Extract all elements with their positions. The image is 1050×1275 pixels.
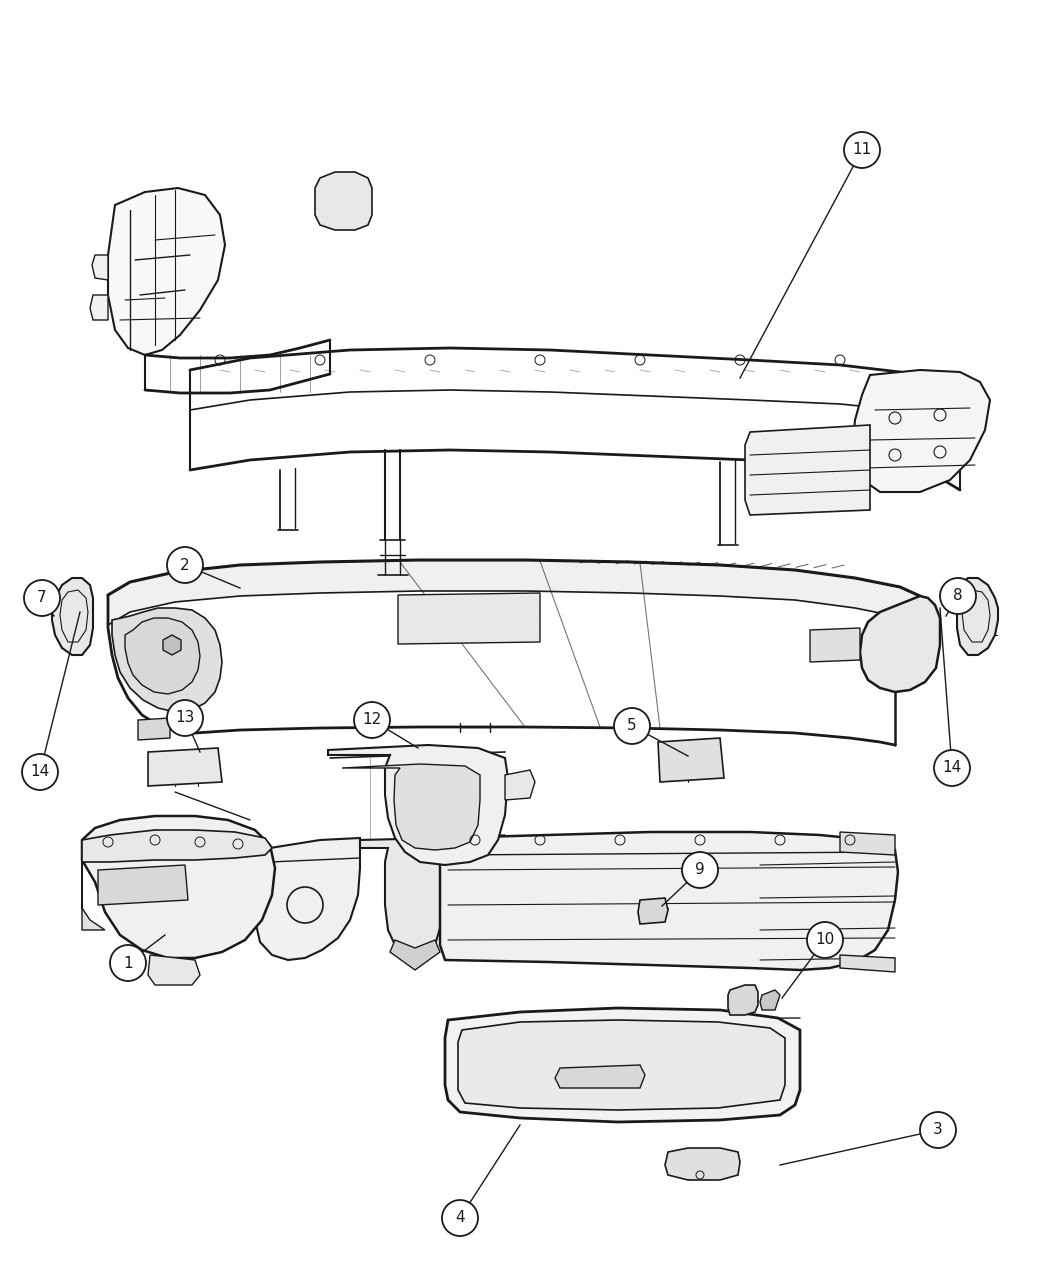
Polygon shape — [505, 770, 536, 799]
Polygon shape — [163, 635, 181, 655]
Polygon shape — [840, 955, 895, 972]
Polygon shape — [125, 618, 200, 694]
Text: 14: 14 — [30, 765, 49, 779]
Polygon shape — [138, 718, 170, 740]
Text: 9: 9 — [695, 862, 705, 877]
Circle shape — [614, 708, 650, 745]
Polygon shape — [255, 838, 360, 960]
Polygon shape — [90, 295, 108, 320]
Circle shape — [807, 922, 843, 958]
Circle shape — [354, 703, 390, 738]
Text: 8: 8 — [953, 589, 963, 603]
Circle shape — [167, 700, 203, 736]
Polygon shape — [458, 1020, 785, 1111]
Polygon shape — [82, 830, 272, 862]
Circle shape — [110, 945, 146, 980]
Circle shape — [22, 754, 58, 790]
Circle shape — [167, 547, 203, 583]
Text: 2: 2 — [181, 557, 190, 572]
Polygon shape — [810, 629, 860, 662]
Text: 12: 12 — [362, 713, 381, 728]
Circle shape — [940, 578, 976, 615]
Polygon shape — [360, 838, 445, 955]
Polygon shape — [328, 745, 508, 864]
Circle shape — [24, 580, 60, 616]
Polygon shape — [98, 864, 188, 905]
Polygon shape — [852, 370, 990, 492]
Polygon shape — [342, 764, 480, 850]
Polygon shape — [82, 816, 275, 958]
Polygon shape — [746, 425, 870, 515]
Polygon shape — [665, 1148, 740, 1179]
Polygon shape — [840, 833, 895, 856]
Polygon shape — [390, 940, 440, 970]
Circle shape — [844, 133, 880, 168]
Polygon shape — [445, 1009, 800, 1122]
Polygon shape — [658, 738, 724, 782]
Text: 4: 4 — [456, 1210, 465, 1225]
Polygon shape — [728, 986, 758, 1015]
Polygon shape — [92, 255, 108, 280]
Polygon shape — [760, 989, 780, 1010]
Circle shape — [920, 1112, 956, 1148]
Text: 10: 10 — [816, 932, 835, 947]
Polygon shape — [148, 748, 222, 785]
Text: 14: 14 — [943, 760, 962, 775]
Text: 13: 13 — [175, 710, 194, 725]
Text: 5: 5 — [627, 719, 636, 733]
Text: 1: 1 — [123, 955, 132, 970]
Polygon shape — [638, 898, 668, 924]
Polygon shape — [108, 187, 225, 354]
Polygon shape — [555, 1065, 645, 1088]
Polygon shape — [82, 862, 105, 929]
Polygon shape — [860, 595, 940, 692]
Polygon shape — [52, 578, 93, 655]
Text: 3: 3 — [933, 1122, 943, 1137]
Polygon shape — [398, 593, 540, 644]
Circle shape — [442, 1200, 478, 1235]
Polygon shape — [148, 955, 200, 986]
Polygon shape — [957, 578, 998, 655]
Polygon shape — [315, 172, 372, 229]
Polygon shape — [108, 560, 925, 638]
Polygon shape — [112, 608, 222, 711]
Text: 7: 7 — [37, 590, 47, 606]
Circle shape — [934, 750, 970, 785]
Polygon shape — [440, 833, 898, 970]
Circle shape — [682, 852, 718, 887]
Text: 11: 11 — [853, 143, 871, 158]
